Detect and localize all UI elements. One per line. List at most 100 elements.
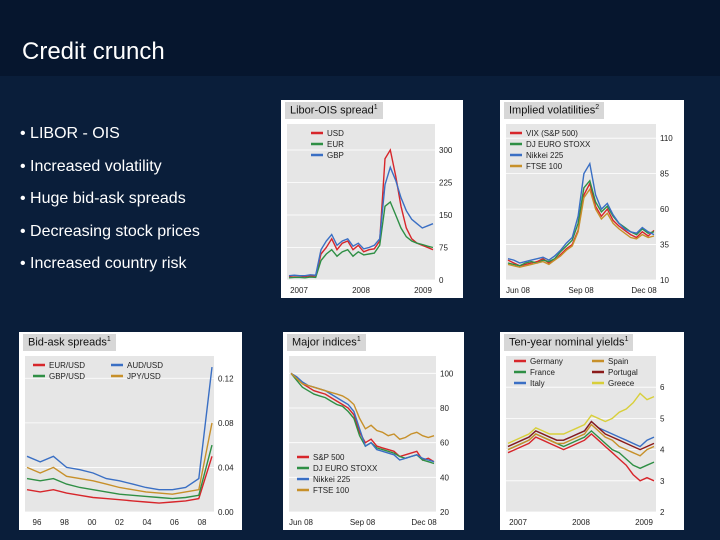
chart-title-footnote: 2 (595, 104, 600, 111)
legend-label: EUR (327, 140, 344, 149)
legend-label: Germany (530, 357, 563, 366)
series-line-gbp (288, 165, 434, 277)
x-tick-label: 00 (88, 518, 97, 527)
y-tick-label: 80 (440, 404, 449, 413)
x-tick-label: 96 (33, 518, 42, 527)
legend-label: Spain (608, 357, 628, 366)
slide-title-bar: Credit crunch (0, 0, 720, 76)
bullet-item: • Huge bid-ask spreads (20, 190, 186, 207)
x-tick-label: Dec 08 (411, 518, 437, 527)
chart-title: Major indices1 (287, 334, 366, 351)
x-tick-label: 2008 (352, 286, 370, 295)
series-line-jpy-usd (26, 422, 213, 495)
legend-label: Italy (530, 379, 545, 388)
series-line-aud-usd (26, 367, 213, 491)
chart-title-footnote: 1 (356, 336, 361, 343)
x-tick-label: Sep 08 (350, 518, 376, 527)
y-tick-label: 4 (660, 446, 665, 455)
legend-label: USD (327, 129, 344, 138)
series-line-ftse-100 (290, 372, 435, 440)
chart-title-bar: Libor-OIS spread1 (281, 100, 463, 122)
series-line-gbp-usd (26, 444, 213, 500)
legend-label: EUR/USD (49, 361, 85, 370)
legend-label: GBP (327, 151, 344, 160)
legend-label: DJ EURO STOXX (526, 140, 591, 149)
x-tick-label: 2007 (509, 518, 527, 527)
x-tick-label: 2008 (572, 518, 590, 527)
chart-title-bar: Major indices1 (283, 332, 464, 354)
chart-title-bar: Bid-ask spreads1 (19, 332, 242, 354)
x-tick-label: 98 (60, 518, 69, 527)
x-tick-label: 04 (143, 518, 152, 527)
slide-title: Credit crunch (22, 38, 165, 65)
chart-title-bar: Ten-year nominal yields1 (500, 332, 684, 354)
x-tick-label: 2007 (290, 286, 308, 295)
legend-label: Greece (608, 379, 635, 388)
bullet-item: • Increased volatility (20, 157, 162, 175)
y-tick-label: 0.04 (218, 463, 234, 472)
y-tick-label: 75 (439, 244, 448, 253)
chart-title-footnote: 1 (373, 104, 378, 111)
series-line-portugal (507, 420, 655, 451)
series-line-germany (507, 433, 655, 482)
x-tick-label: Jun 08 (506, 286, 531, 295)
legend-label: JPY/USD (127, 372, 161, 381)
y-tick-label: 3 (660, 477, 665, 486)
legend-label: DJ EURO STOXX (313, 464, 378, 473)
series-line-nikkei-225 (507, 161, 655, 264)
legend-label: S&P 500 (313, 453, 345, 462)
legend-label: FTSE 100 (526, 162, 563, 171)
x-tick-label: 02 (115, 518, 124, 527)
chart-title-bar: Implied volatilities2 (500, 100, 684, 122)
chart-panel-implied-volatilities: Implied volatilities2 10 35 60 85 110 Jun 08 Se… (500, 100, 684, 298)
series-line-eur-usd (26, 456, 213, 504)
x-tick-label: 06 (170, 518, 179, 527)
x-tick-label: Sep 08 (568, 286, 594, 295)
chart-panel-major-indices: Major indices1 20 40 60 80 100 Jun 08 Sep 08 Dec… (283, 332, 464, 530)
plot-area (287, 124, 435, 280)
series-line-greece (507, 392, 655, 445)
legend-label: Nikkei 225 (313, 475, 351, 484)
chart-title-text: Implied volatilities (509, 104, 596, 117)
plot-area (25, 356, 214, 512)
y-tick-label: 40 (440, 473, 449, 482)
y-tick-label: 60 (440, 439, 449, 448)
chart-svg: 2 3 4 5 6 2007 2008 2009 Germany France Italy Spain… (506, 356, 665, 527)
legend-label: France (530, 368, 555, 377)
y-tick-label: 6 (660, 383, 665, 392)
plot-area (506, 356, 656, 512)
y-tick-label: 150 (439, 211, 453, 220)
y-tick-label: 60 (660, 205, 669, 214)
legend-label: FTSE 100 (313, 486, 350, 495)
x-tick-label: Dec 08 (631, 286, 657, 295)
series-line-eur (288, 200, 434, 279)
chart-svg: 0 75 150 225 300 2007 2008 2009 USD EUR GBP (287, 124, 453, 295)
legend-label: AUD/USD (127, 361, 163, 370)
legend-label: Portugal (608, 368, 638, 377)
y-tick-label: 85 (660, 170, 669, 179)
y-tick-label: 35 (660, 241, 669, 250)
legend-label: GBP/USD (49, 372, 85, 381)
chart-title-text: Major indices (292, 336, 357, 349)
y-tick-label: 0.08 (218, 419, 234, 428)
chart-title-text: Ten-year nominal yields (509, 336, 625, 349)
series-line-spain (507, 423, 655, 457)
chart-svg: 0.00 0.04 0.08 0.12 96 98 00 02 04 06 08 EUR/USD GBP… (25, 356, 234, 527)
x-tick-label: 2009 (414, 286, 432, 295)
plot-area (289, 356, 436, 512)
x-tick-label: Jun 08 (289, 518, 314, 527)
chart-title-text: Bid-ask spreads (28, 336, 107, 349)
chart-svg: 20 40 60 80 100 Jun 08 Sep 08 Dec 08 S&P 500 DJ E… (289, 356, 454, 527)
chart-title: Bid-ask spreads1 (23, 334, 116, 351)
bullet-item: • LIBOR - OIS (20, 125, 120, 142)
bullet-item: • Decreasing stock prices (20, 222, 200, 240)
y-tick-label: 20 (440, 508, 449, 517)
chart-title: Implied volatilities2 (504, 102, 605, 119)
chart-panel-libor-ois: Libor-OIS spread1 0 75 150 225 300 2007 2008 200… (281, 100, 463, 298)
y-tick-label: 110 (660, 134, 673, 143)
y-tick-label: 0.12 (218, 374, 234, 383)
chart-title-text: Libor-OIS spread (290, 104, 374, 117)
y-tick-label: 0.00 (218, 508, 234, 517)
y-tick-label: 300 (439, 146, 453, 155)
chart-title-footnote: 1 (624, 336, 629, 343)
